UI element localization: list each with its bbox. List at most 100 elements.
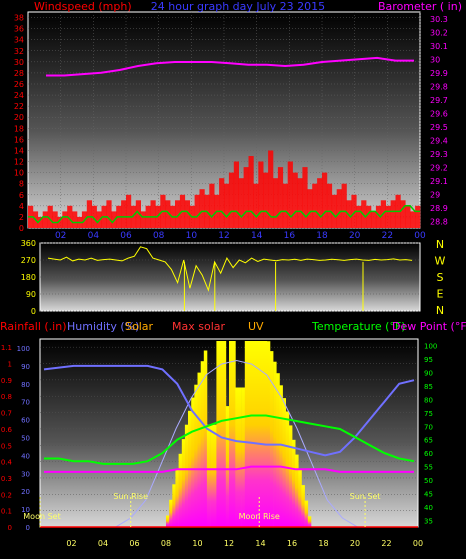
solar-bar (257, 341, 261, 527)
solar-bar (172, 484, 176, 527)
wind-gust-bar (385, 205, 391, 228)
wind-gust-bar (47, 205, 53, 228)
solar-bar (191, 397, 195, 527)
temperature-tick-label: 85 (424, 383, 433, 391)
wind-hour-tick-label: 20 (349, 231, 361, 241)
direction-tick-label: 270 (21, 256, 36, 265)
direction-tick-label: 90 (26, 290, 36, 299)
solar-bar (241, 387, 246, 527)
barometer-tick-label: 29.7 (430, 96, 448, 105)
weather-hour-tick-label: 06 (129, 539, 139, 548)
wind-gust-bar (312, 183, 318, 228)
solar-bar (238, 387, 242, 527)
wind-gust-bar (400, 200, 406, 228)
barometer-tick-label: 28.8 (430, 217, 448, 226)
compass-label: N (436, 304, 444, 317)
windspeed-tick-label: 10 (14, 169, 24, 178)
windspeed-axis-label: Windspeed (mph) (34, 0, 132, 13)
windspeed-tick-label: 30 (14, 58, 24, 67)
wind-hour-tick-label: 10 (186, 231, 198, 241)
temperature-tick-label: 55 (424, 464, 433, 472)
windspeed-tick-label: 14 (14, 146, 24, 155)
wind-gust-bar (86, 200, 92, 228)
rainfall-tick-label: 0.1 (1, 508, 12, 516)
rainfall-tick-label: 0 (8, 524, 12, 532)
solar-bar (203, 350, 208, 527)
solar-bar (181, 439, 186, 527)
barometer-tick-label: 28.9 (430, 204, 448, 213)
weather-hour-tick-label: 10 (192, 539, 202, 548)
wind-gust-bar (253, 183, 259, 228)
rainfall-tick-label: 0.9 (1, 377, 12, 385)
rainfall-tick-label: 1.1 (1, 344, 12, 352)
solar-bar (222, 341, 227, 527)
barometer-tick-label: 30.1 (430, 42, 448, 51)
wind-hour-tick-label: 16 (284, 231, 296, 241)
rainfall-tick-label: 0.6 (1, 426, 13, 434)
wind-gust-bar (366, 205, 372, 228)
windspeed-tick-label: 12 (14, 158, 24, 167)
wind-hour-tick-label: 22 (382, 231, 393, 241)
temperature-line (44, 414, 415, 465)
temperature-tick-label: 50 (424, 477, 433, 485)
wind-gust-bar (238, 178, 244, 228)
wind-gust-bar (52, 211, 58, 228)
wind-gust-bar (346, 200, 352, 228)
temperature-tick-label: 75 (424, 410, 433, 418)
humidity-tick-label: 0 (26, 524, 30, 532)
humidity-tick-label: 90 (21, 363, 30, 371)
wind-gust-bar (356, 205, 362, 228)
max-solar-axis-label: Max solar (172, 320, 225, 333)
barometer-tick-label: 29.8 (430, 82, 448, 91)
rainfall-tick-label: 0.8 (1, 393, 12, 401)
solar-bar (254, 341, 258, 527)
solar-bar (229, 341, 233, 527)
wind-gust-bar (287, 161, 293, 228)
solar-bar (251, 341, 255, 527)
weather-hour-tick-label: 08 (161, 539, 171, 548)
solar-bar (184, 424, 189, 527)
solar-bar (247, 341, 252, 527)
solar-bar (225, 406, 230, 527)
barometer-tick-label: 29.6 (430, 109, 448, 118)
temperature-tick-label: 95 (424, 356, 433, 364)
chart-marks: 0246810121416182022242628303234363828.82… (1, 12, 448, 548)
temperature-tick-label: 100 (424, 343, 437, 351)
barometer-tick-label: 30 (430, 55, 440, 64)
humidity-tick-label: 30 (21, 470, 30, 478)
barometer-tick-label: 30.3 (430, 15, 448, 24)
solar-bar (216, 341, 220, 527)
solar-bar (169, 499, 173, 527)
wind-gust-bar (194, 194, 200, 228)
windspeed-tick-label: 36 (14, 25, 24, 34)
direction-tick-label: 0 (31, 307, 36, 316)
event-marker-label: Moon Rise (239, 512, 280, 521)
wind-gust-bar (297, 178, 303, 228)
wind-gust-bar (224, 183, 230, 228)
rainfall-tick-label: 0.7 (1, 410, 12, 418)
weather-hour-tick-label: 22 (381, 539, 391, 548)
wind-gust-bar (91, 205, 97, 228)
temperature-tick-label: 90 (424, 370, 433, 378)
weather-hour-tick-label: 12 (224, 539, 234, 548)
wind-gust-bar (307, 189, 313, 228)
solar-bar (210, 424, 214, 527)
compass-label: S (437, 271, 444, 284)
wind-gust-bar (248, 156, 254, 228)
windspeed-tick-label: 34 (14, 36, 24, 45)
wind-direction-line (47, 246, 413, 292)
weather-hour-tick-label: 16 (287, 539, 297, 548)
wind-gust-bar (263, 172, 269, 228)
compass-label: E (437, 288, 444, 301)
event-marker-label: Sun Set (350, 492, 381, 501)
temperature-tick-label: 80 (424, 396, 433, 404)
windspeed-tick-label: 4 (19, 202, 24, 211)
wind-gust-bar (175, 200, 181, 228)
humidity-tick-label: 70 (21, 399, 30, 407)
wind-gust-bar (268, 150, 274, 228)
rainfall-tick-label: 0.2 (1, 491, 12, 499)
weather-hour-tick-label: 04 (98, 539, 108, 548)
wind-gust-bar (72, 211, 78, 228)
